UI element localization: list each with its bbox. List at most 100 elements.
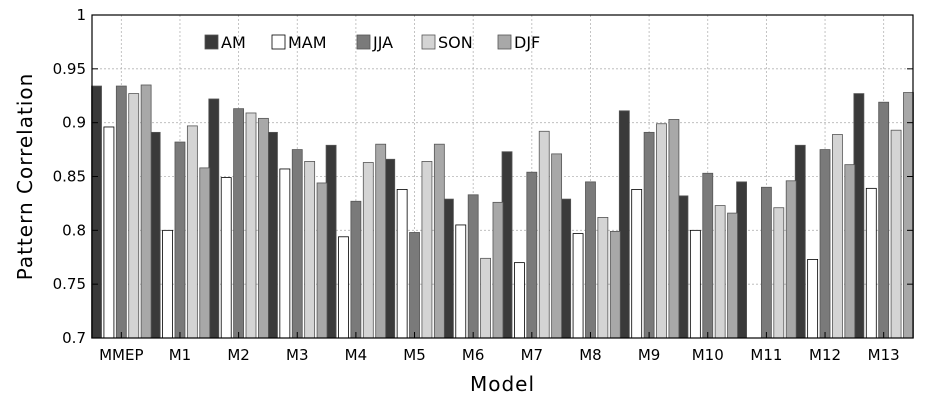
bar-jja-m5 (409, 232, 420, 339)
legend-label-djf: DJF (514, 33, 540, 52)
legend-swatch-jja (356, 34, 371, 50)
bar-djf-m4 (375, 143, 387, 339)
y-axis-title: Pattern Correlation (13, 73, 37, 281)
bar-djf-m13 (903, 92, 914, 339)
bar-djf-m2 (258, 117, 269, 339)
bar-am-m6 (442, 198, 454, 339)
y-tick-label: 0.9 (62, 114, 86, 132)
bar-djf-m6 (492, 201, 504, 339)
bar-jja-m13 (878, 101, 890, 339)
bar-am-m9 (618, 110, 630, 339)
x-tick-label: M13 (868, 346, 900, 364)
y-tick-label: 0.85 (53, 168, 86, 186)
bar-jja-m11 (760, 186, 772, 339)
x-tick-label: M11 (750, 346, 782, 364)
bar-son-m13 (890, 129, 902, 339)
bar-am-m8 (560, 198, 572, 339)
x-axis-title: Model (470, 372, 535, 396)
x-tick-label: M5 (403, 346, 426, 364)
bar-am-m7 (501, 151, 513, 339)
bar-mam-m9 (631, 189, 643, 339)
legend-swatch-djf (497, 34, 512, 50)
x-tick-label: M8 (579, 346, 602, 364)
x-tick-label: M6 (462, 346, 485, 364)
bar-son-m10 (714, 205, 726, 339)
legend-label-mam: MAM (288, 33, 327, 52)
bar-mam-m3 (279, 168, 291, 339)
x-tick-label: M3 (286, 346, 309, 364)
bar-jja-m7 (526, 171, 538, 339)
bar-am-m5 (384, 158, 396, 339)
bar-mam-m10 (689, 229, 701, 339)
y-tick-label: 0.75 (53, 275, 86, 293)
legend-label-jja: JJA (372, 33, 393, 52)
bar-mam-m8 (572, 233, 584, 339)
bar-am-m2 (208, 98, 220, 339)
bar-jja-m3 (291, 149, 303, 339)
x-tick-label: M7 (521, 346, 544, 364)
bar-son-mmep (128, 93, 140, 339)
x-tick-label: M1 (169, 346, 192, 364)
bar-djf-m1 (199, 167, 211, 339)
bar-mam-m12 (807, 259, 819, 339)
bar-am-m12 (794, 144, 806, 339)
bar-jja-m1 (174, 141, 186, 339)
bar-mam-m6 (455, 224, 467, 339)
bar-mam-m2 (220, 177, 232, 339)
y-axis: 0.7 0.75 0.8 0.85 0.9 0.95 1 (53, 6, 913, 347)
bar-son-m3 (304, 161, 316, 339)
x-tick-label: M10 (692, 346, 724, 364)
bar-djf-m12 (844, 164, 856, 339)
bar-am-m1 (149, 131, 161, 339)
x-tick-label: M9 (638, 346, 661, 364)
bar-am-m4 (325, 144, 337, 339)
bar-mam-m7 (514, 262, 525, 339)
bar-son-m11 (773, 207, 785, 339)
bars (91, 84, 914, 339)
bar-jja-m12 (819, 149, 831, 339)
x-tick-label: M4 (345, 346, 368, 364)
x-tick-label: M2 (227, 346, 250, 364)
legend-swatch-am (204, 34, 219, 50)
bar-son-m7 (538, 130, 550, 339)
bar-mam-m5 (396, 189, 408, 339)
bar-son-m12 (832, 134, 843, 339)
y-tick-label: 1 (76, 6, 86, 24)
bar-djf-m3 (316, 182, 328, 339)
y-tick-label: 0.95 (53, 60, 86, 78)
bar-jja-m2 (233, 108, 245, 339)
bar-am-m3 (267, 131, 278, 339)
bar-am-m10 (677, 195, 689, 339)
bar-am-m13 (853, 93, 865, 339)
legend: AM MAM JJA SON DJF (204, 33, 540, 52)
bar-djf-m8 (609, 231, 621, 339)
x-axis: MMEP M1 M2 M3 M4 M5 M6 M7 M8 M9 M10 M11 M12 M13 (99, 332, 900, 364)
legend-swatch-son (421, 34, 436, 50)
bar-son-m1 (186, 125, 198, 339)
y-tick-label: 0.7 (62, 329, 86, 347)
bar-jja-m10 (702, 172, 714, 339)
bar-son-m8 (597, 217, 609, 339)
bar-am-mmep (91, 85, 102, 339)
bar-jja-mmep (115, 85, 127, 339)
y-tick-label: 0.8 (62, 221, 86, 239)
bar-am-m11 (736, 181, 747, 339)
bar-djf-m7 (551, 153, 563, 339)
bar-son-m6 (480, 257, 491, 339)
bar-djf-m10 (727, 212, 738, 339)
bar-jja-m4 (350, 200, 362, 339)
x-tick-label: M12 (809, 346, 841, 364)
bar-mam-m4 (338, 236, 349, 339)
bar-djf-m9 (668, 119, 680, 339)
legend-swatch-mam (271, 34, 286, 50)
bar-mam-m13 (865, 187, 877, 339)
bar-jja-m9 (643, 131, 655, 339)
legend-label-son: SON (438, 33, 473, 52)
bar-jja-m8 (585, 181, 596, 339)
bar-jja-m6 (467, 194, 479, 339)
legend-label-am: AM (221, 33, 246, 52)
bar-son-m2 (245, 112, 257, 339)
bar-son-m9 (656, 123, 667, 339)
bar-djf-mmep (140, 84, 152, 339)
